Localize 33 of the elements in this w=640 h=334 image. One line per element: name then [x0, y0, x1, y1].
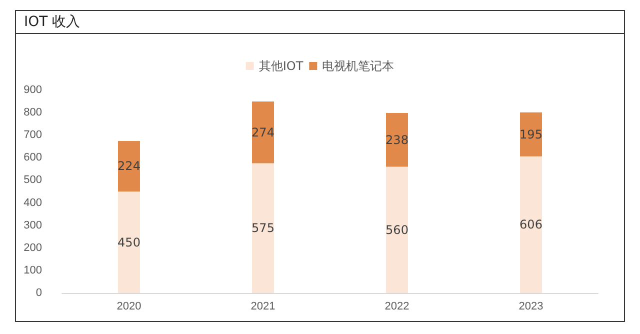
data-label: 274: [252, 125, 274, 140]
bar: [520, 112, 542, 156]
data-label: 195: [520, 127, 542, 142]
data-label: 560: [386, 222, 408, 237]
data-label: 575: [252, 221, 274, 236]
y-tick-label: 200: [24, 242, 42, 254]
y-tick-label: 600: [24, 152, 42, 164]
legend-label: 电视机笔记本: [322, 59, 394, 73]
x-tick-label: 2020: [116, 300, 142, 312]
y-tick-label: 500: [24, 174, 42, 186]
y-tick-label: 400: [24, 196, 42, 209]
bar: [118, 192, 140, 293]
bar: [252, 163, 274, 293]
y-tick-label: 0: [36, 287, 42, 299]
y-tick-label: 800: [24, 106, 42, 119]
bar: [252, 102, 274, 164]
data-label: 606: [520, 218, 542, 232]
x-tick-label: 2023: [518, 300, 544, 312]
bar: [386, 113, 408, 167]
bar: [520, 156, 542, 293]
y-tick-label: 100: [24, 264, 42, 276]
legend-label: 其他IOT: [258, 59, 304, 73]
y-tick-label: 300: [24, 219, 42, 232]
data-label: 224: [118, 159, 140, 174]
y-tick-label: 900: [24, 84, 42, 96]
data-label: 450: [118, 235, 140, 250]
bar: [386, 166, 408, 293]
bar: [118, 140, 140, 192]
x-tick-label: 2021: [250, 300, 276, 312]
chart-title: IOT 收入: [16, 11, 624, 34]
x-tick-label: 2022: [384, 300, 410, 312]
y-tick-label: 700: [24, 129, 42, 142]
data-label: 238: [386, 132, 408, 147]
